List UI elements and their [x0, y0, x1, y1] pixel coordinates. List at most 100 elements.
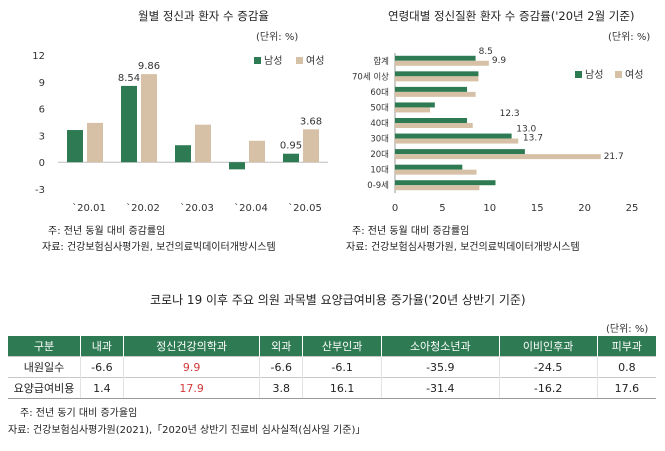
table-cell: 3.8: [259, 377, 303, 399]
x-tick-label: 10: [483, 203, 496, 214]
chart1-note: 주: 전년 동월 대비 증감률임: [48, 226, 166, 237]
category-label: 20대: [370, 150, 389, 160]
y-tick-label: 0: [39, 158, 45, 169]
chart1-svg: -3 0 3 6 9 12 `20.01 `20.02 8.549.86 `20.03 `20.04…: [32, 51, 328, 214]
table-source: 자료: 건강보험심사평가원(2021),「2020년 상반기 진료비 심사실적(…: [8, 425, 366, 436]
category-label: 합계: [373, 56, 389, 67]
bar-여성: [195, 124, 211, 163]
legend-swatch: [615, 71, 622, 78]
x-tick-label: 5: [439, 203, 445, 214]
bar-남성: [395, 180, 496, 186]
bar-여성: [395, 154, 601, 160]
table-header-row: 구분 내과 정신건강의학과 외과 산부인과 소아청소년과 이비인후과 피부과: [8, 336, 656, 357]
col-header: 이비인후과: [498, 336, 598, 357]
row-label: 내원일수: [8, 356, 81, 378]
x-tick-label: `20.03: [180, 202, 214, 214]
bar-여성: [395, 185, 480, 191]
y-tick-label: 3: [39, 131, 45, 142]
col-header: 소아청소년과: [381, 336, 500, 357]
data-label: 13.7: [523, 134, 543, 144]
table-note: 주: 전년 동기 대비 증가율임: [20, 408, 138, 419]
legend-label: 남성: [585, 69, 603, 81]
bar-여성: [395, 107, 431, 113]
bar-여성: [141, 74, 157, 163]
data-label: 9.9: [492, 56, 507, 66]
y-tick-label: 6: [39, 105, 45, 116]
chart2-title: 연령대별 정신질환 환자 수 증감률('20년 2월 기준): [388, 9, 635, 23]
x-tick-label: 0: [392, 203, 398, 214]
x-tick-label: `20.01: [72, 202, 106, 214]
bar-남성: [175, 145, 191, 163]
table-cell-highlight: 17.9: [122, 377, 260, 399]
table-cell: 0.8: [596, 356, 656, 378]
bar-남성: [395, 133, 512, 139]
bar-남성: [67, 130, 83, 163]
table-cell: -6.6: [80, 356, 124, 378]
bar-여성: [395, 91, 476, 97]
legend-swatch: [296, 57, 303, 64]
table-cell: -16.2: [498, 377, 598, 399]
table-cell: 1.4: [80, 377, 124, 399]
category-label: 60대: [370, 88, 389, 98]
category-label: 70세 이상: [352, 71, 389, 82]
bar-여성: [395, 76, 479, 82]
data-label: 3.68: [300, 116, 322, 127]
category-label: 30대: [370, 135, 389, 145]
legend-swatch: [575, 71, 582, 78]
col-header: 구분: [8, 336, 81, 357]
bar-여성: [395, 60, 489, 66]
category-label: 10대: [370, 166, 389, 176]
col-header: 산부인과: [302, 336, 382, 357]
table-cell-highlight: 9.9: [122, 356, 260, 378]
x-tick-label: `20.02: [126, 202, 160, 214]
chart2-note: 주: 전년 동월 대비 증감률임: [352, 226, 470, 237]
table-cell: 16.1: [302, 377, 382, 399]
table-row: 내원일수 -6.6 9.9 -6.6 -6.1 -35.9 -24.5 0.8: [8, 356, 656, 378]
bar-여성: [395, 169, 477, 175]
bar-여성: [303, 129, 319, 163]
bar-남성: [395, 86, 468, 92]
table-row: 요양급여비용 1.4 17.9 3.8 16.1 -31.4 -16.2 17.…: [8, 377, 656, 399]
y-tick-label: 12: [32, 51, 45, 62]
table-cell: -35.9: [381, 356, 500, 378]
y-tick-label: 9: [39, 78, 45, 89]
bar-남성: [395, 55, 476, 61]
x-tick-label: `20.05: [288, 202, 322, 214]
legend-label: 남성: [264, 55, 282, 67]
legend-label: 여성: [306, 55, 324, 67]
x-tick-label: `20.04: [234, 202, 268, 214]
bar-여성: [395, 138, 519, 144]
table-title: 코로나 19 이후 주요 의원 과목별 요양급여비용 증가율('20년 상반기 …: [150, 293, 526, 307]
category-label: 40대: [370, 119, 389, 129]
category-label: 50대: [370, 103, 389, 113]
chart2-unit: (단위: %): [608, 32, 651, 43]
legend-swatch: [254, 57, 261, 64]
col-header: 외과: [259, 336, 303, 357]
col-header: 피부과: [596, 336, 656, 357]
data-label: 9.86: [138, 61, 160, 72]
bar-남성: [395, 164, 463, 170]
bar-여성: [249, 140, 265, 163]
x-tick-label: 20: [578, 203, 591, 214]
x-tick-label: 15: [531, 203, 544, 214]
x-tick-label: 25: [626, 203, 639, 214]
bar-남성: [395, 102, 435, 108]
data-label: 8.54: [118, 73, 140, 84]
data-label: 0.95: [280, 141, 302, 152]
bar-남성: [229, 162, 245, 170]
y-tick-label: -3: [35, 185, 45, 196]
chart2-source: 자료: 건강보험심사평가원, 보건의료빅데이터개방시스템: [346, 242, 580, 253]
legend-label: 여성: [625, 69, 643, 81]
chart1-unit: (단위: %): [256, 32, 299, 43]
chart1-title: 월별 정신과 환자 수 증감율: [138, 9, 270, 23]
table-cell: -24.5: [498, 356, 598, 378]
bar-남성: [395, 118, 468, 123]
bar-남성: [395, 71, 479, 77]
data-label: 12.3: [500, 109, 520, 119]
table-cell: -6.1: [302, 356, 382, 378]
category-label: 0-9세: [367, 181, 389, 191]
bar-남성: [121, 85, 137, 163]
data-label: 8.5: [479, 47, 493, 57]
data-label: 13.0: [516, 125, 536, 135]
chart1-source: 자료: 건강보험심사평가원, 보건의료빅데이터개방시스템: [42, 242, 276, 253]
